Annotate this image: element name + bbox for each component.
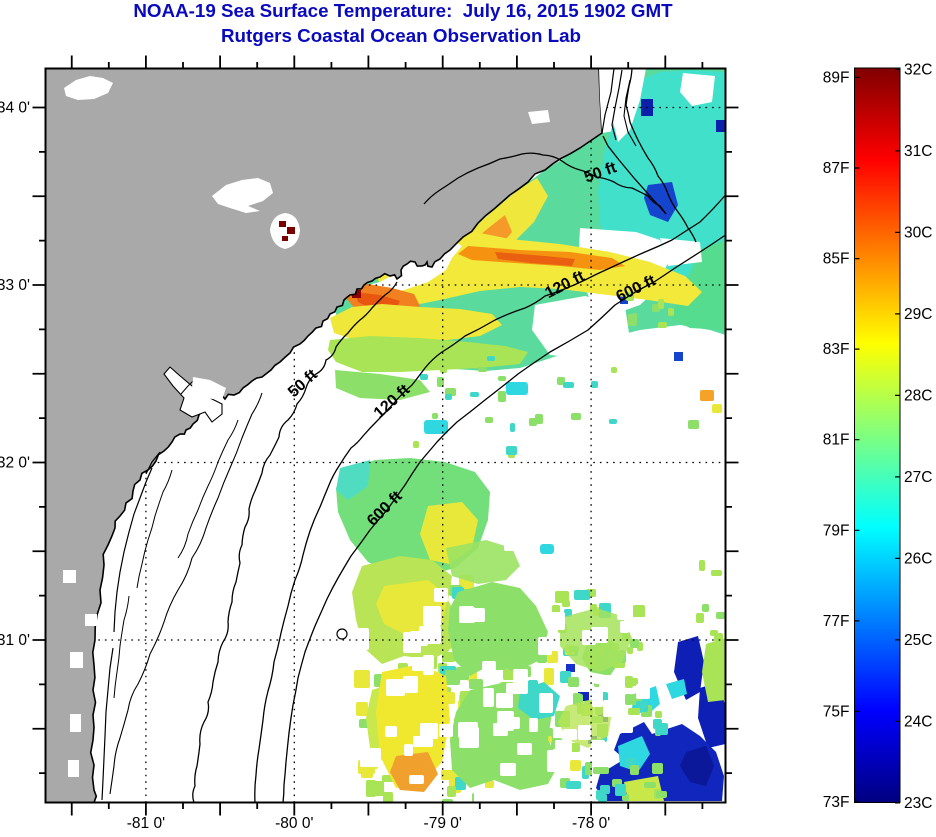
svg-text:81F: 81F xyxy=(823,432,850,449)
svg-text:-79 0': -79 0' xyxy=(424,815,462,832)
svg-text:29C: 29C xyxy=(904,306,932,323)
svg-text:32C: 32C xyxy=(904,61,932,78)
svg-text:31 0': 31 0' xyxy=(0,632,30,649)
svg-text:23C: 23C xyxy=(904,795,932,812)
svg-text:28C: 28C xyxy=(904,387,932,404)
svg-text:89F: 89F xyxy=(823,69,850,86)
svg-text:83F: 83F xyxy=(823,341,850,358)
svg-text:34 0': 34 0' xyxy=(0,100,30,117)
svg-text:77F: 77F xyxy=(823,613,850,630)
svg-text:32 0': 32 0' xyxy=(0,455,30,472)
svg-text:73F: 73F xyxy=(823,794,850,811)
svg-text:27C: 27C xyxy=(904,469,932,486)
svg-text:79F: 79F xyxy=(823,522,850,539)
svg-text:26C: 26C xyxy=(904,550,932,567)
svg-text:-80 0': -80 0' xyxy=(275,815,313,832)
svg-text:75F: 75F xyxy=(823,703,850,720)
svg-text:31C: 31C xyxy=(904,143,932,160)
svg-text:87F: 87F xyxy=(823,160,850,177)
svg-text:24C: 24C xyxy=(904,713,932,730)
svg-text:30C: 30C xyxy=(904,224,932,241)
svg-text:25C: 25C xyxy=(904,632,932,649)
svg-text:33 0': 33 0' xyxy=(0,277,30,294)
svg-text:NOAA-19 Sea Surface Temperatur: NOAA-19 Sea Surface Temperature: July 16… xyxy=(133,0,673,21)
svg-text:-78 0': -78 0' xyxy=(572,815,610,832)
svg-text:Rutgers Coastal Ocean Observat: Rutgers Coastal Ocean Observation Lab xyxy=(221,25,581,46)
svg-text:85F: 85F xyxy=(823,251,850,268)
svg-text:-81 0': -81 0' xyxy=(127,815,165,832)
